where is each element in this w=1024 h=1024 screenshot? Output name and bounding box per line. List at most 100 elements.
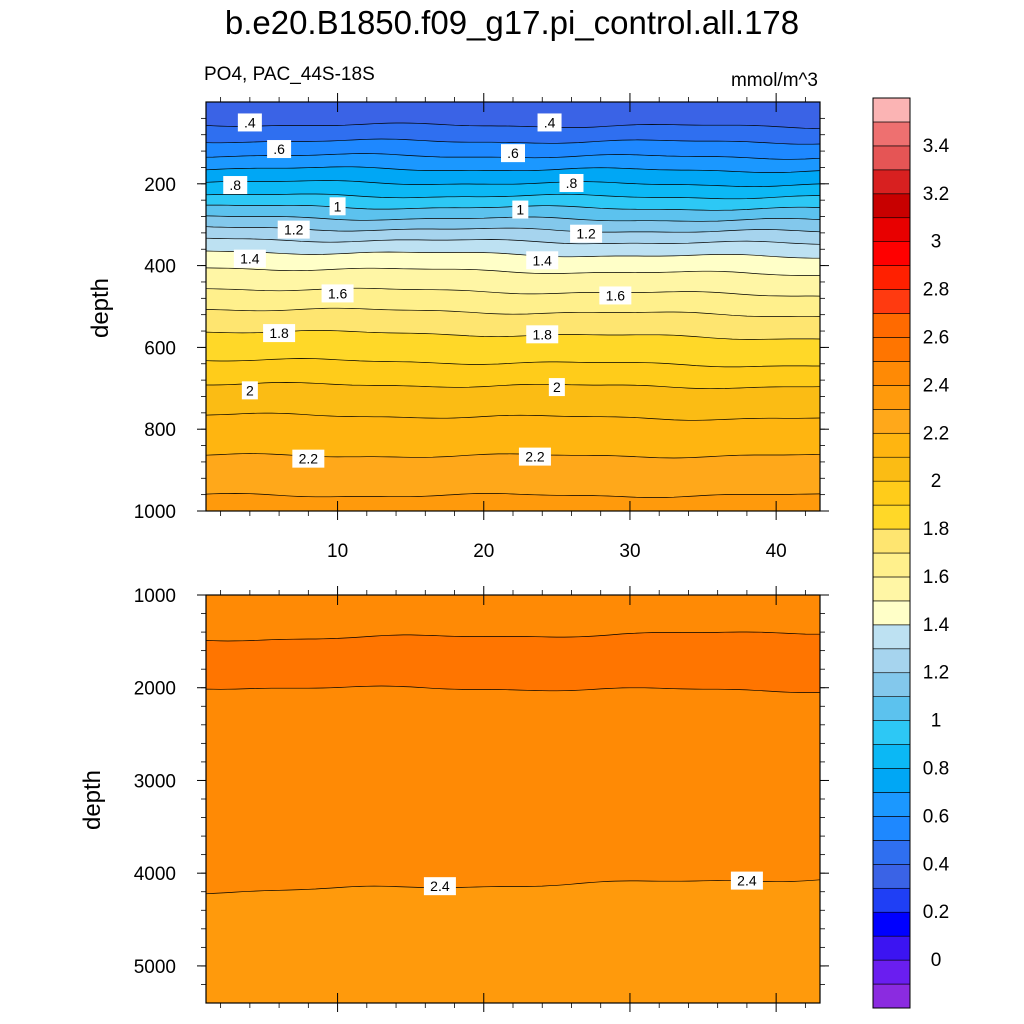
upper-y-axis-label: depth bbox=[87, 278, 114, 338]
colorbar-label: 0.8 bbox=[923, 759, 949, 780]
lower-contour-labels: 2.4 2.4 bbox=[423, 871, 763, 896]
colorbar-swatch bbox=[872, 696, 911, 721]
colorbar-label: 2.6 bbox=[923, 327, 949, 348]
colorbar-label: 0 bbox=[931, 950, 942, 971]
contour-band bbox=[206, 879, 820, 1003]
chart-title: b.e20.B1850.f09_g17.pi_control.all.178 bbox=[224, 4, 800, 41]
contour-label-box bbox=[233, 249, 266, 268]
contour-label: 1.6 bbox=[606, 287, 626, 303]
contour-label: 1.8 bbox=[533, 326, 553, 342]
contour-label: .8 bbox=[229, 177, 241, 193]
colorbar-label: 1.8 bbox=[923, 519, 949, 540]
contour-line bbox=[206, 631, 820, 642]
contour-label: .4 bbox=[544, 114, 556, 130]
x-tick-label: 10 bbox=[327, 541, 348, 562]
contour-label-box bbox=[730, 871, 763, 890]
contour-label: 1.2 bbox=[284, 222, 304, 238]
contour-label-box bbox=[599, 286, 632, 305]
colorbar-swatch bbox=[872, 241, 911, 266]
colorbar-label: 1.6 bbox=[923, 567, 949, 588]
colorbar-swatch bbox=[872, 576, 911, 602]
contour-label-box bbox=[423, 877, 456, 896]
contour-label: 1 bbox=[334, 198, 342, 214]
colorbar-label: 3.2 bbox=[923, 184, 949, 205]
contour-line bbox=[206, 382, 820, 390]
contour-label: .4 bbox=[244, 114, 256, 130]
contour-line bbox=[206, 307, 820, 317]
colorbar-swatch bbox=[872, 289, 911, 314]
contour-label-box bbox=[570, 224, 603, 243]
contour-label-box bbox=[277, 220, 310, 239]
colorbar-label: 2.4 bbox=[923, 375, 950, 396]
colorbar-swatch bbox=[872, 864, 911, 889]
y-tick-label: 1000 bbox=[134, 586, 176, 607]
contour-label: 1.2 bbox=[576, 226, 596, 242]
colorbar-swatch bbox=[872, 337, 911, 362]
colorbar-label: 3 bbox=[931, 232, 942, 253]
colorbar-label: 1.2 bbox=[923, 663, 949, 684]
colorbar-label: 0.2 bbox=[923, 902, 949, 923]
y-tick-label: 2000 bbox=[134, 679, 176, 700]
colorbar-swatch bbox=[872, 265, 911, 290]
colorbar-swatch bbox=[872, 504, 911, 530]
colorbar-swatch bbox=[872, 409, 911, 434]
contour-label-box bbox=[292, 449, 325, 468]
lower-axis-ticks: 1000 2000 3000 4000 5000 bbox=[134, 586, 829, 1012]
lower-panel: 1000 2000 3000 4000 5000 2.4 2.4 depth bbox=[79, 586, 829, 1012]
contour-label: 2.4 bbox=[430, 878, 450, 894]
colorbar-label: 0.4 bbox=[923, 854, 950, 875]
colorbar-swatch bbox=[872, 911, 911, 937]
contour-label: 2 bbox=[553, 379, 561, 395]
colorbar-swatch bbox=[872, 648, 911, 674]
upper-axis-ticks: 10 20 30 40 200 400 600 800 1000 bbox=[134, 93, 829, 562]
contour-line bbox=[206, 138, 820, 145]
colorbar-label: 0.6 bbox=[923, 806, 949, 827]
contour-label: 1.4 bbox=[533, 252, 553, 268]
contour-line bbox=[206, 493, 820, 498]
contour-label: .8 bbox=[566, 175, 578, 191]
contour-label-box bbox=[537, 113, 562, 132]
contour-line bbox=[206, 193, 820, 200]
colorbar-swatch bbox=[872, 145, 911, 171]
colorbar-swatch bbox=[872, 935, 911, 961]
contour-label-box bbox=[267, 140, 292, 159]
contour-line bbox=[206, 358, 820, 368]
contour-line bbox=[206, 287, 820, 297]
colorbar-swatch bbox=[872, 169, 911, 195]
y-tick-label: 800 bbox=[144, 420, 176, 441]
y-tick-label: 600 bbox=[144, 338, 176, 359]
colorbar-swatch bbox=[872, 97, 911, 123]
contour-line bbox=[206, 122, 820, 130]
colorbar-swatch bbox=[872, 720, 911, 745]
colorbar-swatch bbox=[872, 959, 911, 985]
upper-contour-labels: .4 .4 .6 .6 .8 .8 1 1 1.2 1.2 1.4 1.4 1.6 1.6 1.8 1.8 2 2… bbox=[223, 113, 632, 468]
contour-label: 1.6 bbox=[328, 285, 348, 301]
colorbar-label: 2.8 bbox=[923, 280, 949, 301]
lower-contour-lines bbox=[206, 631, 820, 895]
colorbar-swatch bbox=[872, 552, 911, 578]
colorbar-swatch bbox=[872, 672, 911, 697]
contour-line bbox=[206, 180, 820, 188]
contour-label: 1 bbox=[516, 202, 524, 218]
lower-y-axis-label: depth bbox=[79, 770, 106, 830]
units-label: mmol/m^3 bbox=[730, 70, 818, 91]
colorbar-label: 2.2 bbox=[923, 423, 949, 444]
upper-contour-fill bbox=[206, 102, 820, 511]
contour-label: 2.2 bbox=[525, 449, 545, 465]
colorbar-swatch bbox=[872, 600, 911, 626]
contour-label-box bbox=[526, 325, 559, 344]
contour-line bbox=[206, 237, 820, 245]
colorbar-swatch bbox=[872, 361, 911, 386]
contour-label: .6 bbox=[273, 141, 285, 157]
colorbar-swatch bbox=[872, 385, 911, 410]
colorbar-frame bbox=[872, 97, 911, 1009]
x-tick-label: 20 bbox=[473, 541, 494, 562]
contour-label-box bbox=[559, 173, 584, 192]
contour-label-box bbox=[241, 381, 258, 400]
contour-label-box bbox=[321, 284, 354, 303]
contour-label-box bbox=[501, 144, 525, 163]
colorbar-swatch bbox=[872, 121, 911, 147]
y-tick-label: 5000 bbox=[134, 957, 176, 978]
colorbar-swatch bbox=[872, 792, 911, 817]
contour-label-box bbox=[512, 200, 529, 219]
